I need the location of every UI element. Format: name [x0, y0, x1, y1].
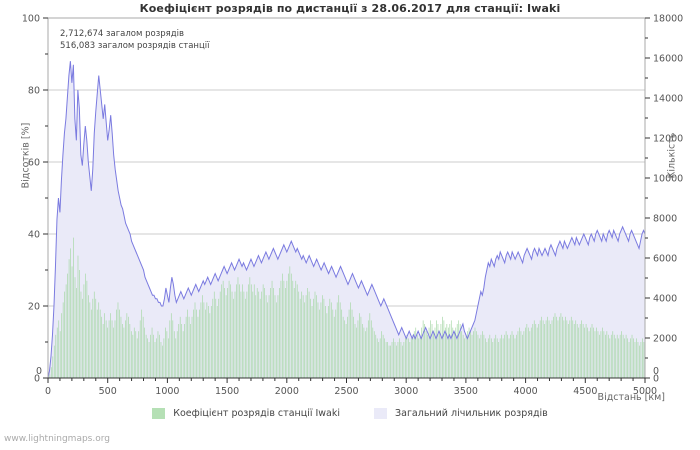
svg-text:2000: 2000	[275, 386, 299, 397]
legend-swatch-station	[152, 408, 166, 419]
svg-text:5000: 5000	[633, 386, 657, 397]
svg-text:0: 0	[653, 366, 659, 377]
svg-text:10000: 10000	[653, 174, 683, 185]
svg-text:40: 40	[28, 230, 40, 241]
legend-label-total: Загальний лічильник розрядів	[395, 408, 548, 419]
legend-label-station: Коефіцієнт розрядів станції Iwaki	[173, 408, 341, 419]
svg-text:4500: 4500	[573, 386, 597, 397]
svg-text:4000: 4000	[653, 294, 677, 305]
chart-legend: Коефіцієнт розрядів станції Iwaki Загаль…	[0, 408, 700, 419]
chart-title: Коефіцієнт розрядів по дистанції з 28.06…	[139, 2, 561, 15]
svg-text:0: 0	[45, 386, 51, 397]
svg-text:6000: 6000	[653, 254, 677, 265]
svg-text:18000: 18000	[653, 14, 683, 25]
svg-text:500: 500	[99, 386, 117, 397]
svg-text:1500: 1500	[215, 386, 239, 397]
svg-text:4000: 4000	[514, 386, 538, 397]
svg-text:2,712,674 загалом розрядів: 2,712,674 загалом розрядів	[60, 29, 184, 39]
svg-text:100: 100	[22, 14, 40, 25]
y-axis-label-right: Кількість	[666, 132, 678, 179]
svg-text:8000: 8000	[653, 214, 677, 225]
x-axis-label: Відстань [км]	[597, 392, 665, 403]
svg-text:2500: 2500	[334, 386, 358, 397]
svg-text:14000: 14000	[653, 94, 683, 105]
svg-text:12000: 12000	[653, 134, 683, 145]
legend-item-station[interactable]: Коефіцієнт розрядів станції Iwaki	[152, 408, 340, 419]
svg-text:3500: 3500	[454, 386, 478, 397]
svg-text:0: 0	[34, 374, 40, 385]
svg-text:60: 60	[28, 158, 40, 169]
y-axis-label-left: Відсотків [%]	[20, 122, 32, 189]
svg-text:20: 20	[28, 302, 40, 313]
svg-text:0: 0	[653, 374, 659, 385]
svg-text:3000: 3000	[394, 386, 418, 397]
svg-text:2000: 2000	[653, 334, 677, 345]
svg-text:516,083 загалом розрядів станц: 516,083 загалом розрядів станції	[60, 41, 210, 51]
svg-text:1000: 1000	[155, 386, 179, 397]
legend-swatch-total	[374, 408, 388, 419]
svg-text:80: 80	[28, 86, 40, 97]
footer-url: www.lightningmaps.org	[4, 434, 110, 444]
svg-text:16000: 16000	[653, 54, 683, 65]
legend-item-total[interactable]: Загальний лічильник розрядів	[374, 408, 548, 419]
svg-text:0: 0	[36, 366, 42, 377]
